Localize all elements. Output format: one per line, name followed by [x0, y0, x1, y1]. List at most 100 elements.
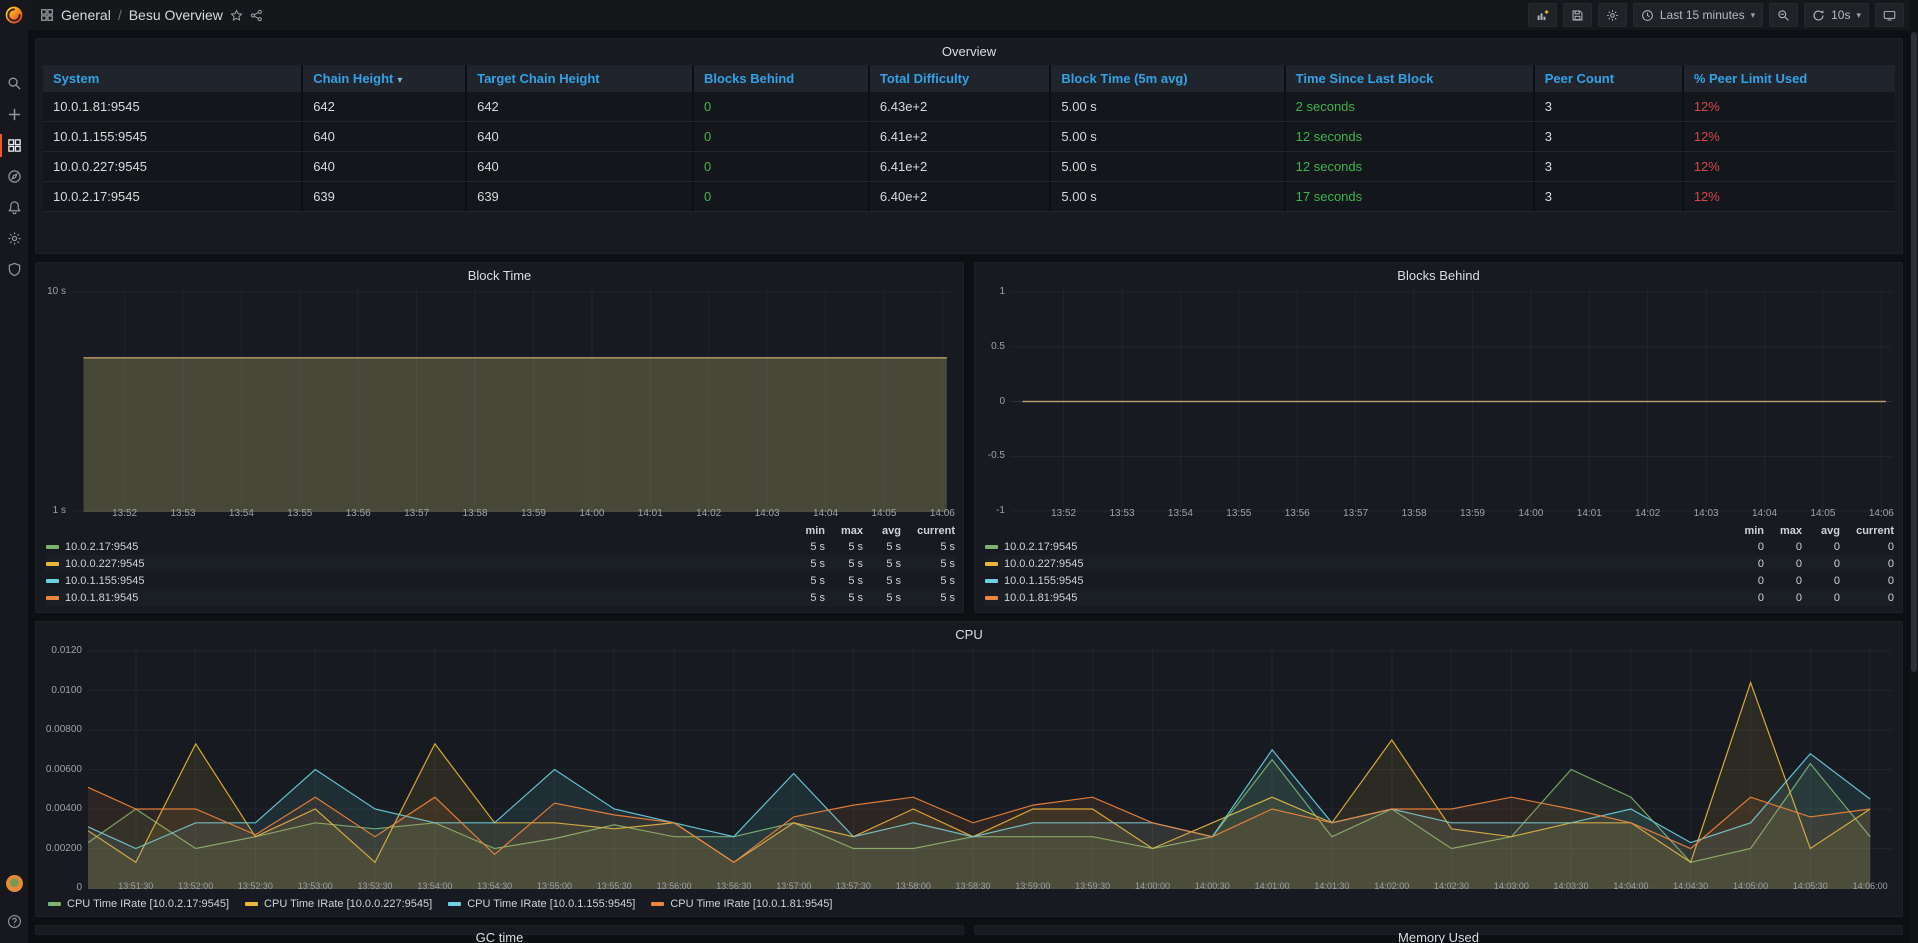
- legend-stat-header[interactable]: max: [840, 525, 863, 537]
- table-cell: 3: [1534, 92, 1684, 121]
- user-avatar[interactable]: [5, 875, 23, 892]
- table-cell: 0: [693, 182, 870, 211]
- panel-title-overview[interactable]: Overview: [941, 43, 997, 59]
- tv-icon: [1883, 10, 1896, 20]
- column-header[interactable]: Blocks Behind: [693, 65, 870, 92]
- legend-stat-header[interactable]: current: [917, 525, 955, 537]
- x-tick-label: 14:02: [1635, 508, 1661, 519]
- column-header[interactable]: Total Difficulty: [869, 65, 1052, 92]
- series-color-swatch-icon: [46, 578, 59, 583]
- legend-stat-value: 0: [1887, 557, 1894, 570]
- refresh-button[interactable]: 10s ▾: [1804, 3, 1869, 27]
- navbar: General / Besu Overview Last 15 minutes …: [28, 0, 1910, 30]
- table-cell: 17 seconds: [1285, 182, 1535, 211]
- blocks-behind-chart[interactable]: 13:52 13:53 13:54 13:55 13:56 13:57 13:58 13:59…: [1011, 289, 1894, 522]
- legend-item[interactable]: CPU Time IRate [10.0.0.227:9545]: [245, 898, 432, 910]
- share-icon[interactable]: [250, 9, 263, 22]
- legend-stat-value: 0: [1795, 540, 1802, 553]
- legend-stat-header[interactable]: current: [1856, 525, 1894, 537]
- sidebar-item-dashboards[interactable]: [0, 130, 28, 161]
- y-tick-label: 0: [999, 395, 1005, 407]
- column-header[interactable]: Block Time (5m avg): [1051, 65, 1286, 92]
- y-tick-label: 0.00800: [45, 724, 82, 735]
- y-tick-label: 1 s: [52, 505, 66, 516]
- breadcrumb-section[interactable]: General: [61, 7, 111, 23]
- column-header[interactable]: System: [43, 65, 304, 92]
- legend-item[interactable]: CPU Time IRate [10.0.1.81:9545]: [651, 898, 832, 910]
- breadcrumb-dashboard-title[interactable]: Besu Overview: [128, 7, 223, 23]
- legend-item[interactable]: CPU Time IRate [10.0.2.17:9545]: [48, 898, 229, 910]
- column-header[interactable]: % Peer Limit Used: [1683, 65, 1895, 92]
- chevron-down-icon: ▾: [1750, 9, 1756, 20]
- legend-series-name[interactable]: 10.0.0.227:9545: [46, 558, 787, 570]
- legend-row: 10.0.0.227:9545 5 s 5 s 5 s 5 s: [46, 555, 955, 572]
- save-dashboard-button[interactable]: [1562, 3, 1592, 27]
- legend-series-name[interactable]: 10.0.2.17:9545: [985, 541, 1726, 553]
- table-cell: 3: [1534, 182, 1684, 211]
- column-header[interactable]: Peer Count: [1534, 65, 1684, 92]
- create-plus-icon[interactable]: [0, 99, 28, 130]
- y-axis-labels: 1 0.5 0 -0.5 -1: [979, 287, 1011, 522]
- legend-stat-value: 0: [1833, 591, 1840, 604]
- legend-series-name[interactable]: 10.0.0.227:9545: [985, 558, 1726, 570]
- add-panel-button[interactable]: [1527, 3, 1557, 27]
- legend-stat-value: 5 s: [848, 557, 863, 570]
- legend-series-name[interactable]: 10.0.1.155:9545: [985, 575, 1726, 587]
- x-tick-label: 13:53:00: [297, 881, 333, 891]
- y-tick-label: 0.0120: [51, 645, 82, 656]
- table-cell: 10.0.0.227:9545: [43, 152, 304, 181]
- search-icon[interactable]: [0, 68, 28, 99]
- x-tick-label: 14:03:00: [1493, 881, 1529, 891]
- star-icon[interactable]: [230, 8, 243, 22]
- block-time-chart[interactable]: 13:52 13:53 13:54 13:55 13:56 13:57 13:58 13:59…: [72, 289, 955, 522]
- server-admin-shield-icon[interactable]: [0, 254, 28, 285]
- x-tick-label: 14:01: [1576, 508, 1602, 519]
- series-color-swatch-icon: [985, 544, 998, 549]
- legend-item[interactable]: CPU Time IRate [10.0.1.155:9545]: [448, 898, 635, 910]
- legend-stat-value: 0: [1757, 540, 1764, 553]
- legend-stat-value: 5 s: [940, 540, 955, 553]
- column-header[interactable]: Chain Height ▾: [303, 65, 468, 92]
- dashboard-settings-button[interactable]: [1597, 3, 1627, 27]
- legend-series-name[interactable]: 10.0.1.155:9545: [46, 575, 787, 587]
- column-header[interactable]: Time Since Last Block: [1285, 65, 1535, 92]
- legend-stat-value: 5 s: [848, 540, 863, 553]
- panel-title-blocks-behind[interactable]: Blocks Behind: [1397, 267, 1480, 283]
- legend-series-name[interactable]: 10.0.1.81:9545: [985, 592, 1726, 604]
- legend-row: 10.0.1.155:9545 5 s 5 s 5 s 5 s: [46, 572, 955, 589]
- x-tick-label: 14:00: [579, 508, 605, 519]
- zoom-out-button[interactable]: [1769, 3, 1799, 27]
- x-tick-label: 13:58: [462, 508, 488, 519]
- legend-series-name[interactable]: 10.0.1.81:9545: [46, 592, 787, 604]
- legend-series-name[interactable]: 10.0.2.17:9545: [46, 541, 787, 553]
- help-icon[interactable]: [0, 906, 28, 937]
- panel-title-gc-time[interactable]: GC time: [475, 929, 524, 943]
- configuration-gear-icon[interactable]: [0, 223, 28, 254]
- table-cell: 12 seconds: [1285, 152, 1535, 181]
- legend-stat-header[interactable]: min: [1744, 525, 1764, 537]
- legend-stat-value: 5 s: [810, 574, 825, 587]
- table-cell: 0: [693, 92, 870, 121]
- legend-stat-header[interactable]: min: [805, 525, 825, 537]
- legend-stat-header[interactable]: max: [1779, 525, 1802, 537]
- x-tick-label: 13:57: [404, 508, 430, 519]
- legend-stat-value: 5 s: [940, 591, 955, 604]
- cycle-view-button[interactable]: [1875, 3, 1904, 27]
- panel-title-cpu[interactable]: CPU: [955, 626, 983, 642]
- time-range-picker[interactable]: Last 15 minutes ▾: [1632, 3, 1764, 27]
- column-header[interactable]: Target Chain Height: [467, 65, 694, 92]
- legend-stat-value: 5 s: [810, 557, 825, 570]
- grafana-logo-icon[interactable]: [0, 0, 28, 30]
- legend-stat-value: 5 s: [810, 591, 825, 604]
- x-tick-label: 13:53: [1109, 508, 1135, 519]
- legend-stat-value: 5 s: [886, 540, 901, 553]
- explore-compass-icon[interactable]: [0, 161, 28, 192]
- panel-title-block-time[interactable]: Block Time: [467, 267, 532, 283]
- panel-title-memory-used[interactable]: Memory Used: [1398, 929, 1479, 943]
- cpu-chart[interactable]: 13:51:30 13:52:00 13:52:30 13:53:00 13:53:30…: [88, 648, 1892, 895]
- legend-stat-header[interactable]: avg: [1821, 525, 1840, 537]
- alerting-bell-icon[interactable]: [0, 192, 28, 223]
- legend-stat-header[interactable]: avg: [882, 525, 901, 537]
- x-tick-label: 14:05:30: [1792, 881, 1828, 891]
- scrollbar-thumb[interactable]: [1911, 32, 1917, 672]
